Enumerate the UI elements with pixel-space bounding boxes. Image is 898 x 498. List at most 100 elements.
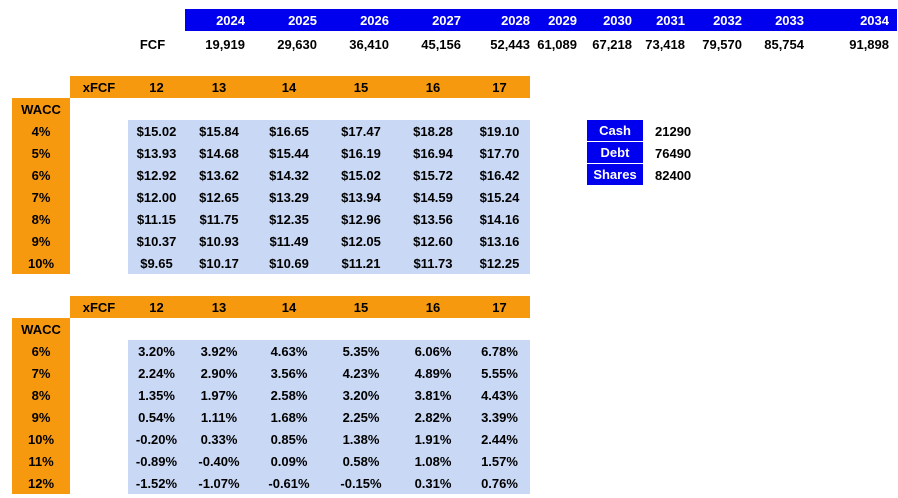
table1-multiple-3: 15 [353, 79, 369, 95]
table2-cell-0-1: 3.92% [200, 343, 238, 359]
fcf-year-1: 2025 [253, 9, 325, 31]
table1-cell-0-2: $16.65 [269, 123, 309, 139]
table2-cell-4-3: 1.38% [342, 431, 380, 447]
table2-cell-5-3: 0.58% [342, 453, 380, 469]
table2-cell-1-1: 2.90% [200, 365, 238, 381]
table1-cell-2-4: $15.72 [413, 167, 453, 183]
table2-cell-4-4: 1.91% [414, 431, 452, 447]
fcf-label: FCF [139, 36, 166, 52]
table1-cell-1-2: $15.44 [269, 145, 309, 161]
table2-cell-6-5: 0.76% [481, 475, 518, 491]
table1-cell-6-4: $11.73 [413, 255, 453, 271]
fcf-year-9: 2033 [750, 9, 812, 31]
table2-cell-3-5: 3.39% [481, 409, 518, 425]
table2-body-bg [128, 340, 530, 494]
table2-multiple-5: 17 [492, 299, 507, 315]
fcf-value-3: 45,156 [421, 36, 461, 52]
table2-cell-3-4: 2.82% [414, 409, 452, 425]
table1-wacc-2: 6% [12, 164, 70, 186]
table1-cell-3-2: $13.29 [269, 189, 309, 205]
table2-cell-0-3: 5.35% [342, 343, 380, 359]
table1-cell-4-2: $12.35 [269, 211, 309, 227]
table1-multiple-4: 16 [425, 79, 441, 95]
fcf-value-10: 91,898 [849, 36, 889, 52]
table2-cell-0-5: 6.78% [481, 343, 518, 359]
balance-value-1: 76490 [655, 145, 692, 161]
table2-cell-1-0: 2.24% [138, 365, 175, 381]
table1-cell-5-0: $10.37 [136, 233, 177, 249]
table1-cell-2-1: $13.62 [199, 167, 239, 183]
table1-cell-6-0: $9.65 [140, 255, 173, 271]
fcf-year-6: 2030 [585, 9, 640, 31]
fcf-value-7: 73,418 [645, 36, 685, 52]
table2-cell-1-5: 5.55% [481, 365, 518, 381]
table1-body-bg [128, 120, 530, 274]
table1-cell-0-5: $19.10 [479, 123, 520, 139]
table1-wacc-header: WACC [12, 98, 70, 120]
table2-wacc-header: WACC [12, 318, 70, 340]
table2-multiple-3: 15 [353, 299, 369, 315]
table1-wacc-3: 7% [12, 186, 70, 208]
fcf-year-7: 2031 [640, 9, 693, 31]
table2-cell-5-0: -0.89% [135, 453, 178, 469]
table1-cell-6-2: $10.69 [269, 255, 309, 271]
table2-cell-0-0: 3.20% [138, 343, 175, 359]
table2-cell-1-3: 4.23% [342, 365, 380, 381]
table2-cell-2-4: 3.81% [414, 387, 452, 403]
table2-cell-6-2: -0.61% [268, 475, 310, 491]
table1-wacc-5: 9% [12, 230, 70, 252]
table1-cell-3-3: $13.94 [341, 189, 381, 205]
table1-cell-6-3: $11.21 [341, 255, 381, 271]
table1-cell-3-4: $14.59 [413, 189, 453, 205]
table2-multiple-2: 14 [281, 299, 297, 315]
table1-cell-3-1: $12.65 [199, 189, 239, 205]
table2-cell-3-1: 1.11% [200, 409, 238, 425]
table1-cell-5-5: $13.16 [479, 233, 520, 249]
table1-wacc-6: 10% [12, 252, 70, 274]
table1-cell-5-4: $12.60 [413, 233, 453, 249]
table2-multiple-4: 16 [425, 299, 441, 315]
table1-cell-2-3: $15.02 [341, 167, 381, 183]
table2-multiple-0: 12 [149, 299, 164, 315]
table2-cell-2-2: 2.58% [270, 387, 308, 403]
table1-cell-1-5: $17.70 [479, 145, 520, 161]
table1-wacc-1: 5% [12, 142, 70, 164]
balance-label-1: Debt [587, 142, 643, 164]
fcf-value-2: 36,410 [349, 36, 389, 52]
table1-multiple-0: 12 [149, 79, 164, 95]
table1-cell-4-1: $11.75 [199, 211, 239, 227]
table1-cell-3-0: $12.00 [136, 189, 177, 205]
table1-cell-1-0: $13.93 [136, 145, 177, 161]
table1-cell-6-5: $12.25 [479, 255, 520, 271]
table2-corner-label: xFCF [82, 299, 116, 315]
table1-cell-4-5: $14.16 [479, 211, 520, 227]
table1-corner-label: xFCF [82, 79, 116, 95]
table2-cell-6-4: 0.31% [414, 475, 452, 491]
fcf-value-0: 19,919 [205, 36, 245, 52]
table1-cell-4-4: $13.56 [413, 211, 453, 227]
table1-cell-0-3: $17.47 [341, 123, 381, 139]
fcf-value-9: 85,754 [764, 36, 804, 52]
table2-wacc-3: 9% [12, 406, 70, 428]
table1-multiple-5: 17 [492, 79, 507, 95]
fcf-value-4: 52,443 [490, 36, 530, 52]
table1-cell-0-1: $15.84 [199, 123, 239, 139]
table2-cell-6-1: -1.07% [198, 475, 240, 491]
fcf-value-6: 67,218 [592, 36, 632, 52]
table2-wacc-0: 6% [12, 340, 70, 362]
fcf-value-1: 29,630 [277, 36, 317, 52]
table2-cell-2-5: 4.43% [481, 387, 518, 403]
table1-multiple-2: 14 [281, 79, 297, 95]
table1-cell-5-1: $10.93 [199, 233, 239, 249]
table2-wacc-4: 10% [12, 428, 70, 450]
table2-cell-0-2: 4.63% [270, 343, 308, 359]
table1-header-band [70, 76, 530, 98]
table2-cell-2-0: 1.35% [138, 387, 175, 403]
table2-cell-0-4: 6.06% [414, 343, 452, 359]
table1-cell-2-0: $12.92 [136, 167, 177, 183]
table2-cell-3-3: 2.25% [342, 409, 380, 425]
balance-label-0: Cash [587, 120, 643, 142]
table2-cell-4-2: 0.85% [270, 431, 308, 447]
fcf-value-5: 61,089 [537, 36, 577, 52]
fcf-year-3: 2027 [397, 9, 469, 31]
